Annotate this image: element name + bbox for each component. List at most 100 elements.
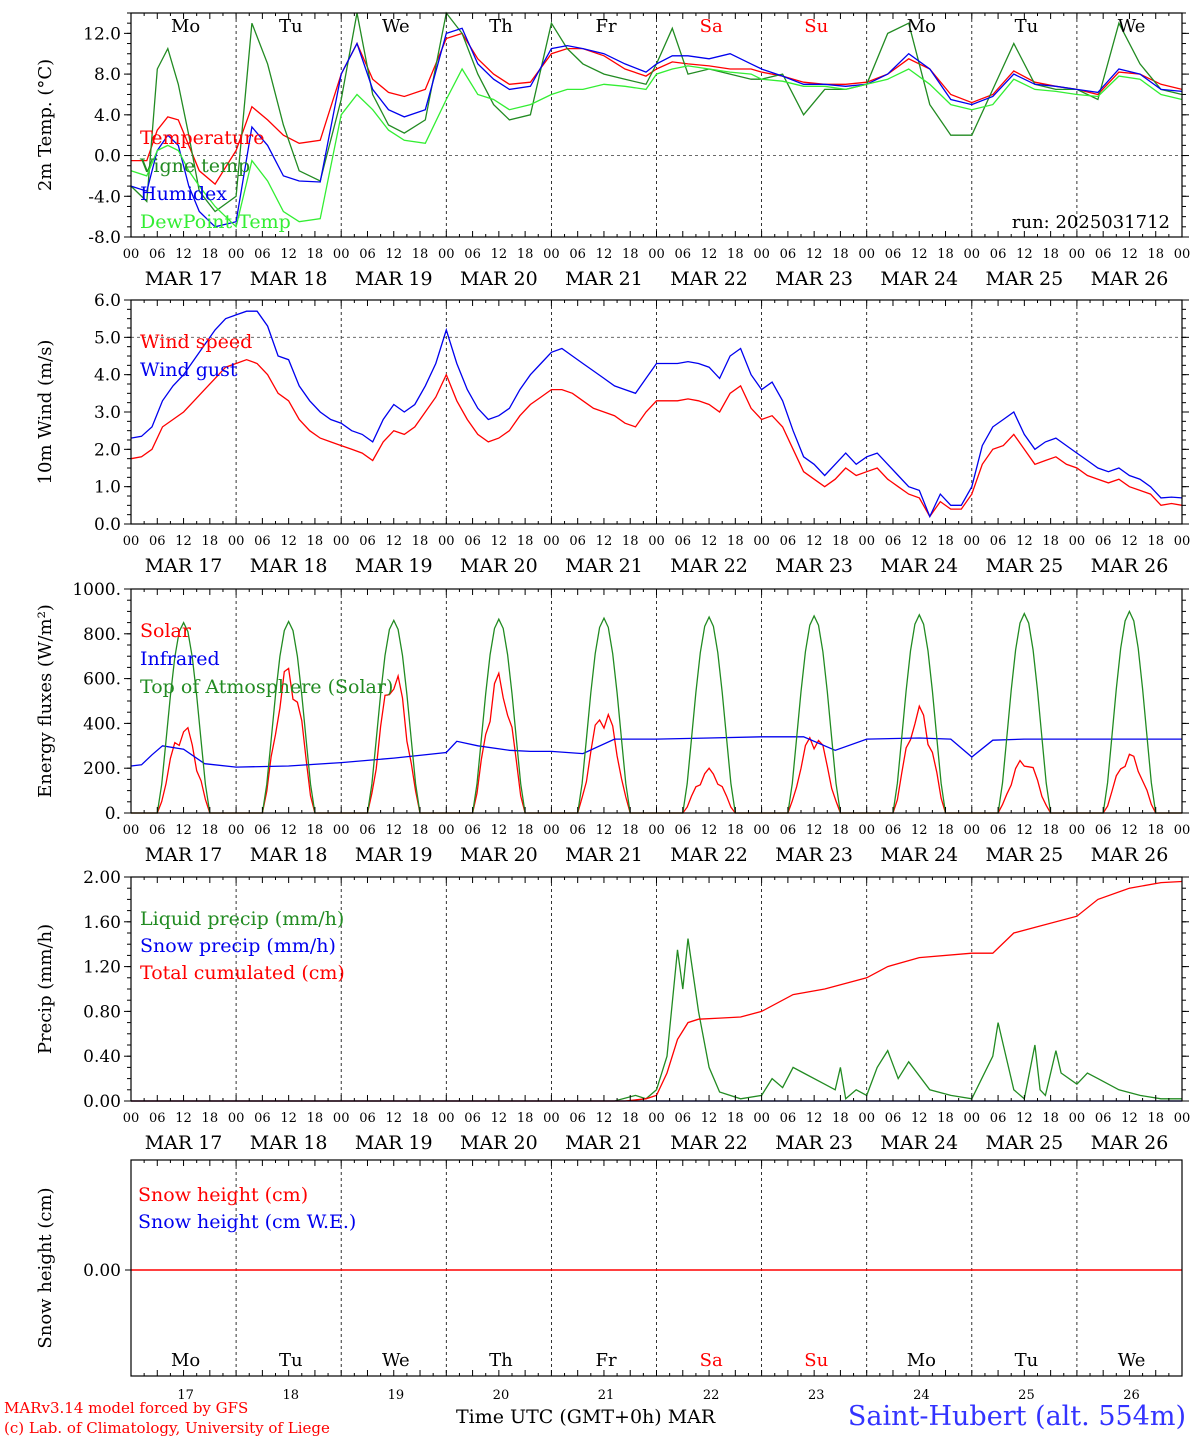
x-hour-label: 06 xyxy=(254,1111,271,1126)
x-hour-label: 12 xyxy=(596,1111,613,1126)
y-tick-label: 6.0 xyxy=(94,291,121,311)
plot-frame xyxy=(130,299,1183,525)
x-hour-label: 00 xyxy=(228,1111,245,1126)
weekday-label: We xyxy=(382,16,410,37)
series-line-infrared xyxy=(130,736,1182,768)
x-hour-label: 00 xyxy=(858,823,875,838)
x-date-label: MAR 25 xyxy=(985,844,1063,866)
day-number-label: 18 xyxy=(282,1388,299,1403)
series-line-wind-gust xyxy=(130,310,1183,519)
y-axis-label: 10m Wind (m/s) xyxy=(35,340,56,485)
x-hour-label: 06 xyxy=(990,823,1007,838)
x-hour-label: 00 xyxy=(1174,534,1191,549)
y-tick-label: 0.40 xyxy=(83,1047,121,1067)
x-hour-label: 12 xyxy=(1016,534,1033,549)
x-hour-label: 12 xyxy=(175,1111,192,1126)
day-number-label: 20 xyxy=(493,1388,510,1403)
x-hour-label: 18 xyxy=(622,823,639,838)
day-number-label: 22 xyxy=(703,1388,720,1403)
x-hour-label: 00 xyxy=(123,247,140,262)
weekday-label: Mo xyxy=(907,16,936,37)
lab-credit: (c) Lab. of Climatology, University of L… xyxy=(4,1419,330,1437)
x-hour-label: 00 xyxy=(964,823,981,838)
legend-entry: Snow height (cm) xyxy=(138,1184,308,1206)
x-hour-label: 06 xyxy=(569,247,586,262)
legend-entry: Wind gust xyxy=(140,359,238,381)
x-hour-label: 06 xyxy=(359,823,376,838)
x-hour-label: 00 xyxy=(964,247,981,262)
weekday-label: Sa xyxy=(700,16,723,37)
x-hour-label: 00 xyxy=(438,823,455,838)
x-hour-label: 00 xyxy=(333,823,350,838)
x-hour-label: 18 xyxy=(727,823,744,838)
x-hour-label: 18 xyxy=(727,1111,744,1126)
x-hour-label: 18 xyxy=(412,534,429,549)
x-hour-label: 12 xyxy=(280,1111,297,1126)
x-hour-label: 18 xyxy=(202,1111,219,1126)
y-tick-label: 0.0 xyxy=(94,515,121,535)
x-hour-label: 18 xyxy=(832,247,849,262)
x-hour-label: 06 xyxy=(780,534,797,549)
weekday-label: Fr xyxy=(596,1350,617,1371)
x-hour-label: 06 xyxy=(885,247,902,262)
x-hour-label: 06 xyxy=(1095,534,1112,549)
x-hour-label: 12 xyxy=(701,534,718,549)
y-tick-label: 8.0 xyxy=(94,65,121,85)
x-hour-label: 06 xyxy=(149,823,166,838)
x-hour-label: 06 xyxy=(1095,823,1112,838)
weekday-label: Mo xyxy=(171,16,200,37)
day-number-label: 19 xyxy=(388,1388,405,1403)
day-number-label: 23 xyxy=(808,1388,825,1403)
x-date-label: MAR 20 xyxy=(460,268,538,290)
x-date-label: MAR 24 xyxy=(880,555,958,577)
x-hour-label: 12 xyxy=(491,247,508,262)
x-hour-label: 00 xyxy=(1174,247,1191,262)
y-tick-label: 0.00 xyxy=(83,1261,121,1281)
legend-entry: Top of Atmosphere (Solar) xyxy=(140,676,393,698)
x-hour-label: 12 xyxy=(1121,534,1138,549)
x-hour-label: 00 xyxy=(1069,534,1086,549)
x-hour-label: 06 xyxy=(359,534,376,549)
series-line-temperature xyxy=(131,32,1183,186)
x-date-label: MAR 19 xyxy=(355,844,433,866)
x-hour-label: 00 xyxy=(228,247,245,262)
legend-entry: DewPoint Temp xyxy=(140,211,291,233)
x-hour-label: 18 xyxy=(1147,823,1164,838)
x-date-label: MAR 23 xyxy=(775,1132,853,1154)
x-hour-label: 00 xyxy=(648,823,665,838)
x-hour-label: 18 xyxy=(727,534,744,549)
x-hour-label: 06 xyxy=(780,823,797,838)
weekday-label: Mo xyxy=(171,1350,200,1371)
day-number-label: 25 xyxy=(1018,1388,1035,1403)
x-hour-label: 18 xyxy=(412,1111,429,1126)
x-hour-label: 18 xyxy=(412,823,429,838)
x-date-label: MAR 21 xyxy=(565,268,643,290)
y-tick-label: 1000. xyxy=(72,580,121,600)
x-hour-label: 06 xyxy=(1095,247,1112,262)
x-hour-label: 12 xyxy=(911,1111,928,1126)
panel-5: 0.00 Snow height (cm) Snow height (cm W.E.… xyxy=(35,1159,1183,1403)
x-date-label: MAR 24 xyxy=(880,1132,958,1154)
x-hour-label: 06 xyxy=(990,247,1007,262)
x-hour-label: 00 xyxy=(438,1111,455,1126)
y-tick-label: 1.20 xyxy=(83,958,121,978)
y-tick-label: -8.0 xyxy=(88,228,121,248)
x-hour-label: 12 xyxy=(491,1111,508,1126)
x-date-label: MAR 17 xyxy=(145,555,223,577)
x-hour-label: 00 xyxy=(228,823,245,838)
x-hour-label: 18 xyxy=(937,247,954,262)
x-date-label: MAR 23 xyxy=(775,844,853,866)
panel-3: 0. 200. 400. 600. 800. 1000. Solar Infrared Top … xyxy=(35,580,1190,866)
x-date-label: MAR 23 xyxy=(775,555,853,577)
x-date-label: MAR 24 xyxy=(880,844,958,866)
legend-entry: Vigne temp xyxy=(139,155,250,177)
y-tick-label: -4.0 xyxy=(88,187,121,207)
x-hour-label: 06 xyxy=(885,534,902,549)
x-hour-label: 18 xyxy=(1042,534,1059,549)
x-hour-label: 12 xyxy=(280,534,297,549)
series-line-humidex xyxy=(130,27,1183,228)
x-axis-title: Time UTC (GMT+0h) MAR xyxy=(456,1406,716,1428)
plot-frame xyxy=(130,12,1183,238)
weekday-label: Th xyxy=(489,1350,513,1371)
x-hour-label: 06 xyxy=(1095,1111,1112,1126)
